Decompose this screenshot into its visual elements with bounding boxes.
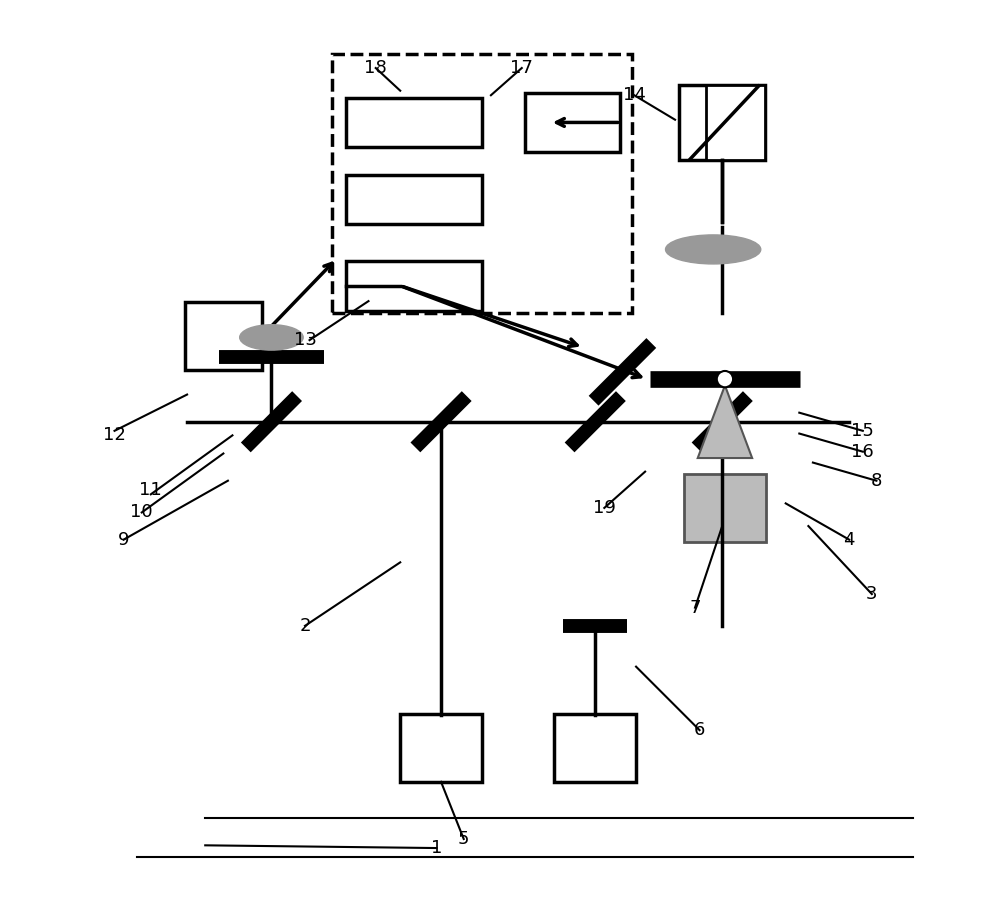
Circle shape [717,371,733,387]
Text: 19: 19 [593,499,616,517]
Bar [706,85,765,160]
Text: 14: 14 [623,86,646,104]
Text: 10: 10 [130,503,153,522]
Text: 8: 8 [871,472,882,490]
Text: 16: 16 [851,443,874,461]
Text: 6: 6 [694,721,705,739]
Text: 4: 4 [843,531,855,549]
Bar [185,301,262,370]
Text: 17: 17 [510,59,533,77]
Text: 13: 13 [294,331,316,349]
Text: 9: 9 [118,531,129,549]
Bar [554,715,636,782]
Text: 15: 15 [851,422,874,440]
Text: 12: 12 [103,426,126,444]
Bar [400,715,482,782]
Text: 5: 5 [458,830,469,848]
Text: 3: 3 [866,585,878,603]
Text: 11: 11 [139,481,162,499]
Bar [525,93,620,151]
Text: 1: 1 [431,839,442,857]
Text: 18: 18 [364,59,387,77]
Ellipse shape [240,325,303,350]
Bar [332,54,632,313]
Bar [679,85,765,160]
Ellipse shape [666,235,761,264]
Bar [346,97,482,147]
Text: 2: 2 [299,617,311,635]
Text: 7: 7 [689,599,701,617]
Bar [346,174,482,224]
Polygon shape [698,385,752,458]
Bar [684,473,766,541]
Bar [346,260,482,310]
